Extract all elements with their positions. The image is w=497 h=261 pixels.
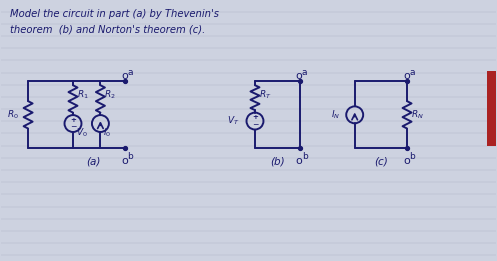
Text: +: + <box>70 117 76 123</box>
Text: −: − <box>70 123 76 132</box>
Text: $R_1$: $R_1$ <box>77 89 89 102</box>
Text: o: o <box>403 71 410 81</box>
Text: o: o <box>121 156 128 166</box>
Text: o: o <box>121 71 128 81</box>
Text: $R_2$: $R_2$ <box>104 89 116 102</box>
Text: +: + <box>252 115 258 121</box>
Text: −: − <box>252 120 258 129</box>
Text: o: o <box>403 156 410 166</box>
Text: o: o <box>296 71 303 81</box>
Text: $V_0$: $V_0$ <box>76 127 88 139</box>
Text: b: b <box>409 152 415 161</box>
Text: theorem  (b) and Norton's theorem (c).: theorem (b) and Norton's theorem (c). <box>9 24 205 34</box>
Text: b: b <box>302 152 308 161</box>
Text: $I_0$: $I_0$ <box>103 127 112 139</box>
Text: $I_N$: $I_N$ <box>331 109 341 121</box>
FancyBboxPatch shape <box>487 71 497 146</box>
Text: $R_0$: $R_0$ <box>7 109 19 121</box>
Text: b: b <box>127 152 133 161</box>
Text: a: a <box>127 68 133 77</box>
Text: (a): (a) <box>86 156 100 166</box>
Text: $V_T$: $V_T$ <box>227 115 239 127</box>
Text: $R_T$: $R_T$ <box>259 89 271 102</box>
Text: a: a <box>302 68 307 77</box>
Text: $R_N$: $R_N$ <box>411 109 424 121</box>
Text: (b): (b) <box>270 156 285 166</box>
Text: o: o <box>296 156 303 166</box>
Text: a: a <box>409 68 414 77</box>
Text: (c): (c) <box>374 156 388 166</box>
Text: Model the circuit in part (a) by Thevenin's: Model the circuit in part (a) by Theveni… <box>9 9 219 19</box>
